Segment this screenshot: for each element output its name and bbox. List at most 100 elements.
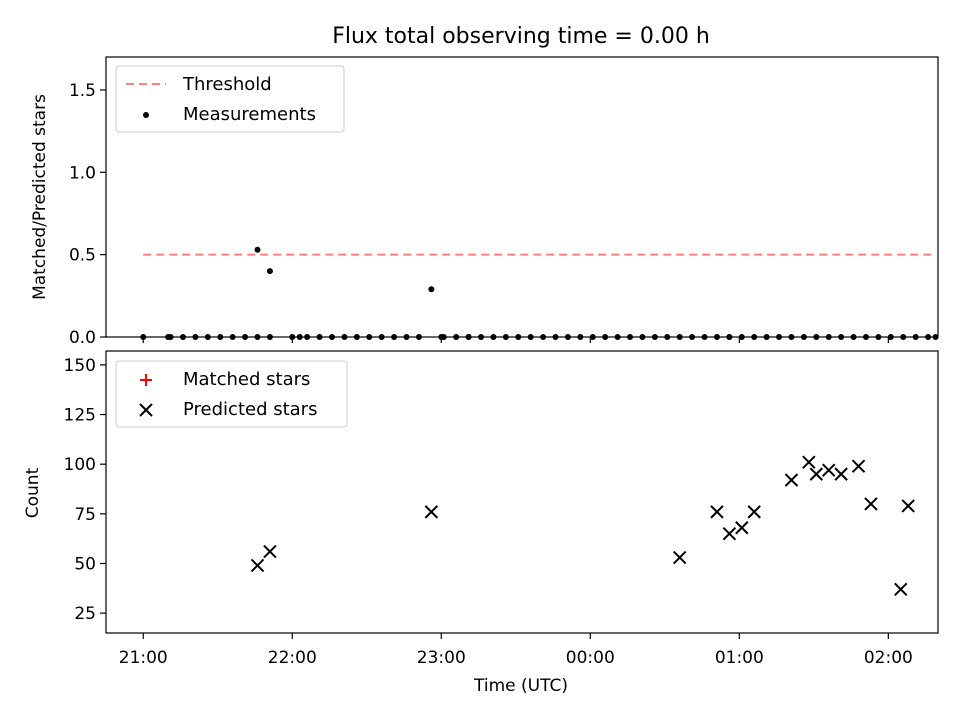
measurement-point — [664, 334, 671, 340]
predicted-star-marker — [673, 550, 687, 565]
measurement-point — [316, 334, 323, 340]
measurement-point — [912, 334, 919, 340]
measurement-point — [329, 334, 336, 340]
measurement-points — [140, 246, 939, 340]
measurement-point — [440, 334, 447, 340]
measurement-point — [140, 334, 147, 340]
measurement-point — [627, 334, 634, 340]
measurement-point — [788, 334, 795, 340]
measurement-point — [179, 334, 186, 340]
measurement-point — [932, 334, 939, 340]
measurement-point — [689, 334, 696, 340]
chart-title: Flux total observing time = 0.00 h — [332, 24, 710, 49]
y-tick-label: 1.0 — [69, 163, 96, 183]
x-tick-label: 00:00 — [566, 648, 615, 668]
predicted-star-marker — [747, 505, 761, 519]
measurement-point — [304, 334, 311, 340]
y-tick-label: 150 — [64, 356, 96, 376]
predicted-star-marker — [424, 505, 439, 519]
x-tick-label: 23:00 — [417, 648, 466, 668]
measurement-point — [776, 334, 783, 340]
x-tick-label: 21:00 — [119, 648, 168, 668]
y-tick-label: 1.5 — [69, 81, 96, 101]
measurement-point — [813, 334, 820, 340]
measurement-point — [577, 334, 584, 340]
predicted-star-marker — [834, 467, 848, 481]
measurement-point — [838, 334, 845, 340]
top-panel: 0.0 0.5 1.0 1.5 Matched/Predicted stars Thr… — [30, 56, 939, 348]
measurement-point — [614, 334, 621, 340]
measurement-point — [552, 334, 559, 340]
predicted-star-marker — [809, 467, 824, 481]
measurement-point — [850, 334, 857, 340]
predicted-star-marker — [784, 473, 799, 487]
predicted-star-marker — [710, 505, 724, 519]
y-tick-label: 125 — [64, 406, 96, 426]
measurement-point — [875, 334, 882, 340]
predicted-star-marker — [851, 459, 866, 473]
legend-measurements-label: Measurements — [183, 104, 316, 125]
y-tick-label: 50 — [74, 554, 96, 574]
measurement-point — [602, 334, 609, 340]
measurement-point — [403, 334, 410, 340]
measurement-point — [378, 334, 385, 340]
measurement-point — [540, 334, 547, 340]
predicted-star-marker — [263, 544, 277, 559]
top-y-axis-label: Matched/Predicted stars — [30, 94, 50, 300]
count-points — [250, 455, 915, 597]
measurement-point — [415, 334, 422, 340]
measurement-point — [887, 334, 894, 340]
y-tick-label: 0.5 — [69, 246, 96, 266]
predicted-star-marker — [822, 463, 836, 477]
bottom-y-ticks: 25 50 75 100 125 150 — [64, 356, 106, 624]
measurement-point — [266, 334, 273, 340]
measurement-point — [564, 334, 571, 340]
measurement-point — [763, 334, 770, 340]
predicted-star-marker — [802, 455, 816, 469]
legend-matched-label: Matched stars — [183, 369, 310, 390]
measurement-point — [465, 334, 472, 340]
measurement-point — [478, 334, 485, 340]
measurement-point — [266, 268, 273, 275]
predicted-star-marker — [864, 497, 878, 511]
bottom-legend-box — [115, 360, 348, 428]
bottom-legend: Matched stars Predicted stars — [115, 360, 348, 428]
measurement-point — [204, 334, 211, 340]
predicted-star-marker — [901, 499, 915, 513]
measurement-point — [825, 334, 832, 340]
measurement-point — [925, 334, 932, 340]
measurement-point — [341, 334, 348, 340]
x-tick-label: 22:00 — [268, 648, 317, 668]
measurement-point — [296, 334, 303, 340]
y-tick-label: 0.0 — [69, 328, 96, 348]
x-axis-label: Time (UTC) — [473, 676, 568, 696]
measurement-point — [167, 334, 174, 340]
measurement-point — [254, 246, 261, 253]
legend-matched-swatch — [140, 374, 152, 386]
measurement-point — [391, 334, 398, 340]
measurement-point — [900, 334, 907, 340]
measurement-point — [639, 334, 646, 340]
measurement-point — [366, 334, 373, 340]
measurement-point — [713, 334, 720, 340]
predicted-star-marker — [722, 526, 737, 541]
measurement-point — [701, 334, 708, 340]
measurement-point — [800, 334, 807, 340]
bottom-panel: 25 50 75 100 125 150 21:00 22:00 23:00 00:00 01:0… — [23, 350, 939, 696]
measurement-point — [453, 334, 460, 340]
measurement-point — [589, 334, 596, 340]
measurement-point — [490, 334, 497, 340]
legend-measurements-swatch — [143, 112, 149, 118]
measurement-point — [428, 286, 435, 293]
measurement-point — [862, 334, 869, 340]
measurement-point — [515, 334, 522, 340]
bottom-x-ticks: 21:00 22:00 23:00 00:00 01:00 02:00 — [119, 633, 913, 668]
top-legend: Threshold Measurements — [115, 65, 345, 133]
legend-predicted-swatch — [139, 403, 153, 417]
predicted-star-marker — [735, 521, 749, 535]
measurement-point — [353, 334, 360, 340]
predicted-star-marker — [250, 558, 265, 573]
measurement-point — [254, 334, 261, 340]
top-y-ticks: 0.0 0.5 1.0 1.5 — [69, 81, 106, 348]
